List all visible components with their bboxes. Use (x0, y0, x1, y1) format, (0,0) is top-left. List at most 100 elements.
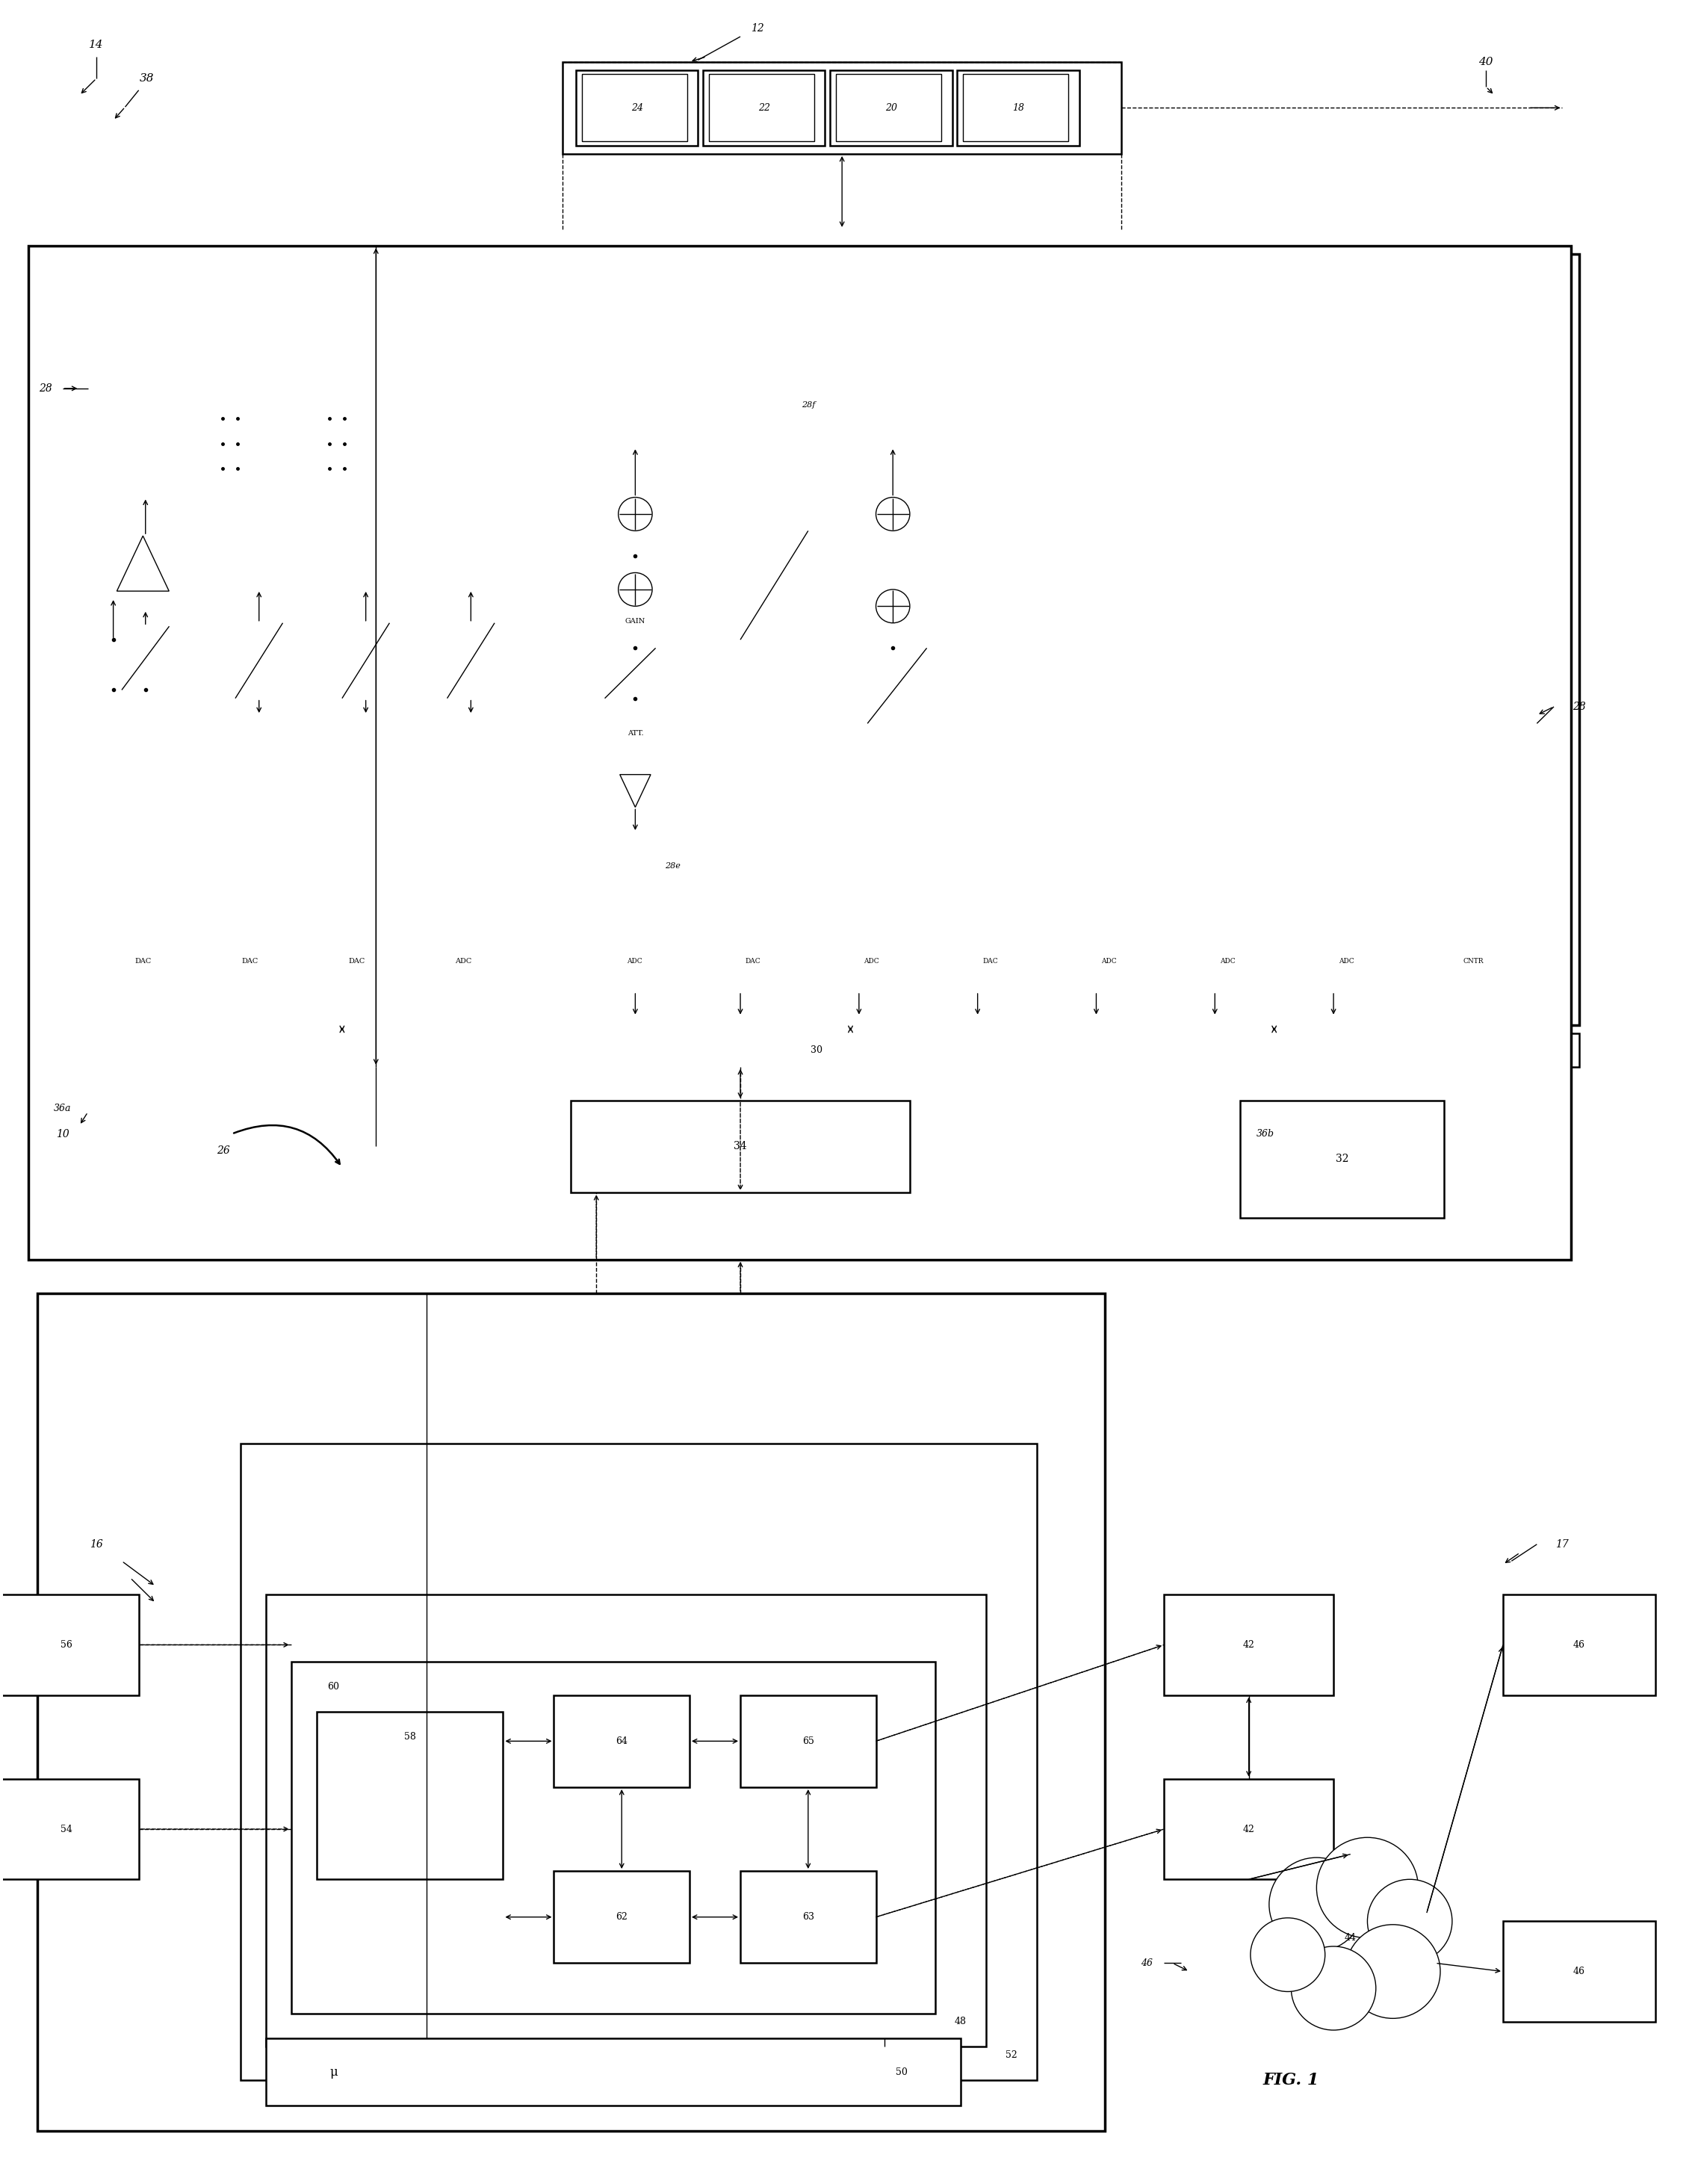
Bar (342, 622, 390, 699)
Bar (316, 1712, 503, 1880)
Text: 48: 48 (954, 2016, 966, 2027)
Text: 58: 58 (403, 1732, 415, 1743)
Text: 42: 42 (1243, 1824, 1255, 1835)
Bar (97, 288, 189, 992)
Text: 32: 32 (1335, 1153, 1349, 1164)
Text: 46: 46 (1573, 1640, 1585, 1649)
Bar (953, 304, 1026, 380)
Polygon shape (619, 775, 651, 808)
Bar (582, 74, 687, 142)
Bar (597, 304, 668, 380)
Bar (214, 389, 257, 480)
Bar (823, 937, 920, 985)
Text: 63: 63 (803, 1913, 815, 1922)
Bar (54, 1033, 1579, 1066)
Text: 30: 30 (811, 1046, 823, 1055)
Bar (1055, 288, 1163, 992)
Bar (816, 288, 927, 992)
Bar (942, 937, 1039, 985)
Text: GAIN: GAIN (624, 618, 645, 625)
Bar (740, 1695, 876, 1787)
Text: FIG. 1: FIG. 1 (1262, 2073, 1320, 2088)
Bar (587, 937, 682, 985)
Bar (594, 594, 677, 649)
Bar (1179, 937, 1276, 985)
Bar (310, 288, 403, 992)
Text: 26: 26 (216, 1144, 230, 1155)
Bar (563, 280, 1545, 1000)
Bar (868, 649, 927, 723)
Bar (958, 70, 1080, 146)
Text: DAC: DAC (242, 959, 259, 965)
Bar (1504, 1594, 1655, 1695)
Bar (0, 1594, 139, 1695)
Bar (580, 288, 689, 992)
Bar (202, 288, 296, 992)
Text: 64: 64 (616, 1736, 628, 1745)
Bar (104, 937, 182, 985)
Text: DAC: DAC (745, 959, 760, 965)
Text: ADC: ADC (1101, 959, 1116, 965)
Circle shape (1250, 1918, 1325, 1992)
Circle shape (1291, 1946, 1376, 2031)
Bar (1308, 304, 1381, 380)
Bar (1417, 937, 1531, 985)
Bar (209, 937, 289, 985)
Text: ATT.: ATT. (628, 729, 643, 736)
Bar (1163, 1778, 1334, 1880)
Circle shape (619, 572, 651, 607)
Bar (424, 937, 503, 985)
Bar (1298, 937, 1395, 985)
Bar (740, 531, 808, 640)
Text: 28e: 28e (665, 863, 680, 869)
Bar (936, 288, 1046, 992)
Text: 60: 60 (328, 1682, 340, 1693)
Bar (555, 1695, 689, 1787)
Text: 54: 54 (61, 1824, 73, 1835)
Circle shape (1368, 1880, 1453, 1963)
Bar (240, 1444, 1038, 2081)
Text: ADC: ADC (1339, 959, 1354, 965)
Bar (837, 74, 941, 142)
Text: 44: 44 (1344, 1933, 1356, 1944)
Circle shape (619, 498, 651, 531)
Bar (447, 622, 495, 699)
Text: 42: 42 (1243, 1640, 1255, 1649)
Text: 28: 28 (39, 382, 53, 393)
Text: DAC: DAC (134, 959, 151, 965)
Bar (572, 1101, 910, 1192)
Text: 50: 50 (895, 2066, 907, 2077)
Text: 52: 52 (1005, 2051, 1017, 2060)
Text: 17: 17 (1556, 1540, 1568, 1548)
Text: 24: 24 (631, 103, 643, 114)
Text: 16: 16 (90, 1540, 104, 1548)
Bar (1189, 304, 1262, 380)
Bar (0, 1778, 139, 1880)
Text: ADC: ADC (626, 959, 641, 965)
Text: DAC: DAC (983, 959, 998, 965)
Text: 62: 62 (616, 1913, 628, 1922)
Bar (1427, 304, 1517, 380)
Text: DAC: DAC (349, 959, 364, 965)
Bar (122, 627, 168, 690)
Text: 10: 10 (56, 1129, 70, 1140)
Bar (316, 937, 396, 985)
Bar (1072, 304, 1143, 380)
Text: 12: 12 (750, 24, 764, 33)
Bar (1061, 937, 1157, 985)
Bar (265, 2038, 961, 2105)
Bar (555, 1872, 689, 1963)
Text: 22: 22 (759, 103, 771, 114)
Text: ADC: ADC (1220, 959, 1235, 965)
Text: 40: 40 (1478, 57, 1493, 68)
Text: 20: 20 (885, 103, 896, 114)
Text: CNTR: CNTR (1463, 959, 1483, 965)
Bar (1291, 288, 1402, 992)
Text: 38: 38 (139, 74, 155, 83)
Text: 46: 46 (1141, 1959, 1153, 1968)
Bar (1172, 288, 1283, 992)
Text: ADC: ADC (864, 959, 879, 965)
Circle shape (1345, 1924, 1441, 2018)
Bar (235, 622, 282, 699)
Bar (563, 61, 1121, 153)
